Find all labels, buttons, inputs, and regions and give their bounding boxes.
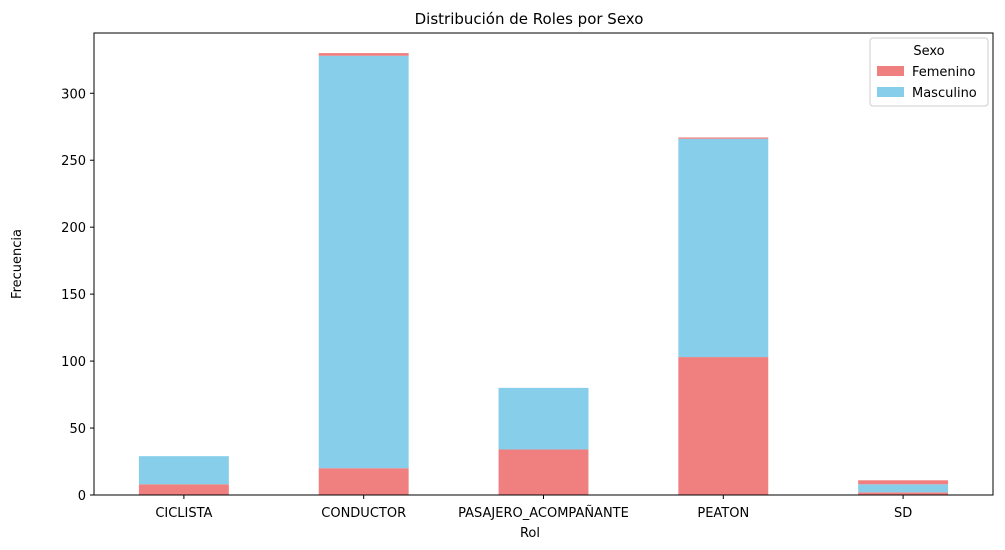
y-tick-label: 300 <box>61 87 86 102</box>
bar-segment-series-2 <box>858 480 949 485</box>
bar-segment-masculino <box>318 55 409 469</box>
y-tick-label: 50 <box>69 422 86 437</box>
x-tick-label: SD <box>894 506 912 521</box>
bar-segment-masculino <box>138 456 229 485</box>
x-axis-label: Rol <box>520 526 540 541</box>
bar-segment-series-2 <box>678 137 769 139</box>
y-axis: 0 50 100 150 200 250 300 <box>61 87 94 504</box>
plot-area: CICLISTA CONDUCTOR PASAJERO_ACOMPAÑANTE PEA… <box>61 32 994 521</box>
x-tick-label: PASAJERO_ACOMPAÑANTE <box>458 505 629 521</box>
legend-swatch-masculino <box>877 87 904 97</box>
bar-segment-masculino <box>858 484 949 493</box>
bar-segment-femenino <box>498 449 589 495</box>
legend-title: Sexo <box>913 44 944 59</box>
legend-swatch-femenino <box>877 66 904 76</box>
plot-frame <box>93 32 994 496</box>
bar-segment-femenino <box>138 484 229 495</box>
y-tick-label: 0 <box>78 489 86 504</box>
bar-segment-series-2 <box>318 53 409 56</box>
y-tick-label: 150 <box>61 288 86 303</box>
y-tick-label: 250 <box>61 154 86 169</box>
y-axis-label: Frecuencia <box>10 229 25 299</box>
bar-segment-femenino <box>678 357 769 495</box>
bar-segment-femenino <box>858 492 949 495</box>
x-tick-label: PEATON <box>697 506 749 521</box>
legend: Sexo Femenino Masculino <box>869 37 989 107</box>
x-tick-label: CONDUCTOR <box>321 506 406 521</box>
legend-label: Masculino <box>912 86 977 101</box>
y-tick-label: 100 <box>61 355 86 370</box>
legend-label: Femenino <box>912 65 976 80</box>
y-tick-label: 200 <box>61 221 86 236</box>
x-tick-label: CICLISTA <box>155 506 212 521</box>
bars <box>138 53 949 495</box>
bar-segment-masculino <box>678 138 769 358</box>
bar-segment-masculino <box>498 387 589 450</box>
bar-segment-femenino <box>318 468 409 495</box>
chart-title: Distribución de Roles por Sexo <box>415 10 644 28</box>
x-axis: CICLISTA CONDUCTOR PASAJERO_ACOMPAÑANTE PEA… <box>155 495 912 521</box>
